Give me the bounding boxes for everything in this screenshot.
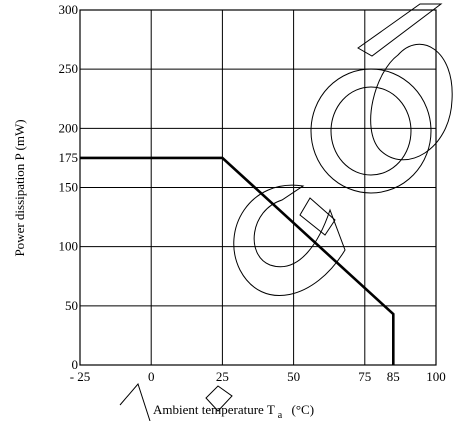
series-line-power-derating (80, 156, 395, 365)
x-tick-label: 50 (287, 369, 300, 384)
watermark (119, 3, 453, 421)
y-tick-labels: 0 50 100 150 175 200 250 300 (59, 2, 79, 372)
y-tick-label: 50 (65, 298, 78, 313)
y-tick-label: 175 (59, 150, 79, 165)
y-tick-label: 150 (59, 180, 79, 195)
x-axis-title-subscript: a (278, 410, 283, 421)
y-tick-label: 200 (59, 120, 79, 135)
x-tick-label: 0 (148, 369, 155, 384)
x-tick-label: - 25 (70, 369, 91, 384)
y-tick-label: 300 (59, 2, 79, 17)
y-tick-label: 250 (59, 61, 79, 76)
x-axis-title: Ambient temperature T a (°C) (153, 402, 314, 421)
y-tick-label: 100 (59, 239, 79, 254)
x-axis-title-main: Ambient temperature T (153, 402, 275, 417)
x-axis-title-unit: (°C) (292, 402, 315, 417)
x-tick-label: 100 (426, 369, 446, 384)
plot-frame (79, 9, 437, 366)
x-tick-labels: - 25 0 25 50 75 85 100 (70, 369, 446, 384)
gridlines (80, 10, 437, 365)
x-tick-label: 25 (216, 369, 229, 384)
x-tick-label: 85 (387, 369, 400, 384)
y-axis-title: Power dissipation P (mW) (12, 119, 27, 256)
y-tick-label: 0 (72, 357, 79, 372)
x-tick-label: 75 (358, 369, 371, 384)
